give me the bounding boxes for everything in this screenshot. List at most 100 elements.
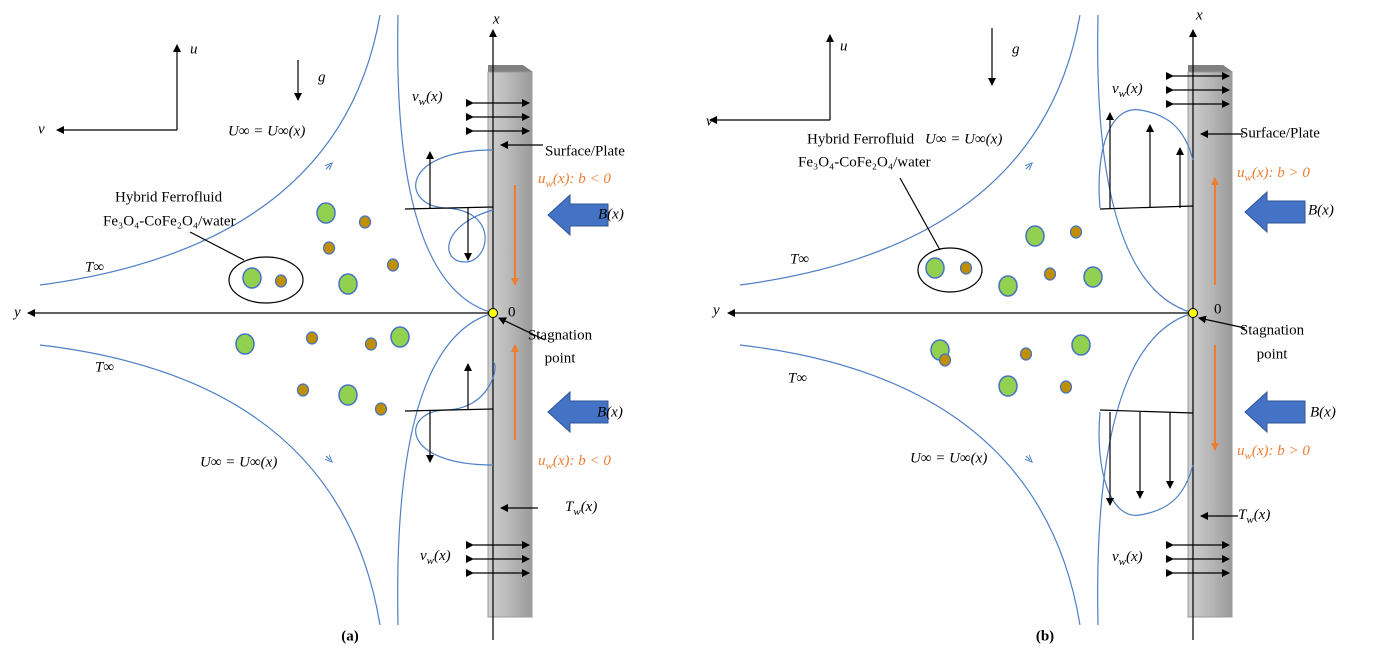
nanoparticle [1061,381,1072,393]
nanoparticle [999,376,1017,396]
label: x [1195,7,1203,23]
label: U∞ = U∞(x) [925,131,1002,147]
label-part: (x) [1126,81,1143,97]
nanoparticle [307,332,318,344]
label-part: (x) [1254,507,1271,523]
nanoparticle [360,216,371,228]
pointer [190,232,244,260]
field-arrow [1245,392,1305,432]
label: g [1012,41,1020,57]
nanoparticle [1071,226,1082,238]
label-part: u [538,453,546,469]
label: T∞ [788,370,807,386]
caption: (b) [1036,628,1054,644]
label-part: u [1237,165,1245,181]
streamline [40,345,380,625]
streamline [1098,313,1193,625]
label: u [840,38,848,54]
plate-top [1188,65,1233,72]
plate [488,72,532,617]
label: uw(x): b > 0 [1237,443,1310,461]
nanoparticle [1026,226,1044,246]
label: Hybrid Ferrofluid [807,131,915,147]
streamline [740,15,1080,285]
label: B(x) [598,206,624,222]
nanoparticle [1021,348,1032,360]
label: U∞ = U∞(x) [228,123,305,139]
caption: (a) [341,628,359,644]
label: vw(x) [420,548,451,566]
nanoparticle [1045,268,1056,280]
label: point [1257,346,1289,362]
nanoparticle [339,274,357,294]
nanoparticle [999,276,1017,296]
nanoparticle [1072,335,1090,355]
label: T∞ [85,259,104,275]
label: y [711,302,720,318]
nanoparticle [391,327,409,347]
label: point [545,350,577,366]
label: 0 [508,304,516,320]
label: v [38,121,45,137]
label: B(x) [597,404,623,420]
streamline [740,345,1080,625]
panel: xyuvgvw(x)U∞ = U∞(x)Surface/Plateuw(x): … [706,7,1336,644]
diagram: x y u v g vw(x) U∞ = U∞(x) Surface/Plate uw(x): … [0,0,1381,659]
profile [416,150,493,262]
label: g [318,69,326,85]
label: Fe₃O₄-CoFe₂O₄/water [798,154,931,170]
streamline [1098,15,1193,313]
label: y [12,304,21,320]
nanoparticle [940,354,951,366]
streamline [398,313,493,625]
field-arrow [1245,192,1305,232]
flow-arrow [326,456,330,460]
flow-arrow [326,165,330,169]
label: T∞ [95,359,114,375]
streamline [398,15,493,313]
label: u [190,41,198,57]
nanoparticle [926,258,944,278]
label: x [492,11,500,27]
label-part: (x) [434,548,451,564]
label-part: u [1237,443,1245,459]
nanoparticle [961,262,972,274]
label: Hybrid Ferrofluid [115,189,223,205]
profile [1099,110,1193,208]
profile-base [1100,410,1193,413]
label-part: (x) [426,89,443,105]
plate [1188,72,1232,617]
label: uw(x): b < 0 [538,453,611,471]
label: B(x) [1308,202,1334,218]
label-part: (x): b < 0 [553,171,612,187]
flow-arrow [1026,165,1030,169]
nanoparticle [324,242,335,254]
stagnation-point [489,309,498,318]
nanoparticle [388,259,399,271]
nanoparticle [236,334,254,354]
label: Fe₃O₄-CoFe₂O₄/water [103,213,236,229]
label: Stagnation [1240,322,1305,338]
stagnation-point [1189,309,1198,318]
label-part: (x): b > 0 [1252,443,1311,459]
label: U∞ = U∞(x) [200,454,277,470]
label: Stagnation [528,327,593,343]
label: v [706,113,713,129]
nanoparticle [317,203,335,223]
nanoparticle [276,275,287,287]
label: uw(x): b > 0 [1237,165,1310,183]
particle-group [229,257,303,303]
nanoparticle [298,384,309,396]
label: vw(x) [412,89,443,107]
label-part: (x): b > 0 [1252,165,1311,181]
label-part: (x) [1126,549,1143,565]
nanoparticle [1084,267,1102,287]
nanoparticle [366,338,377,350]
label: uw(x): b < 0 [538,171,611,189]
label: Tw(x) [565,499,597,517]
label-part: (x) [581,499,598,515]
nanoparticle [376,403,387,415]
flow-arrow [1026,456,1030,460]
label: Surface/Plate [1240,125,1320,141]
